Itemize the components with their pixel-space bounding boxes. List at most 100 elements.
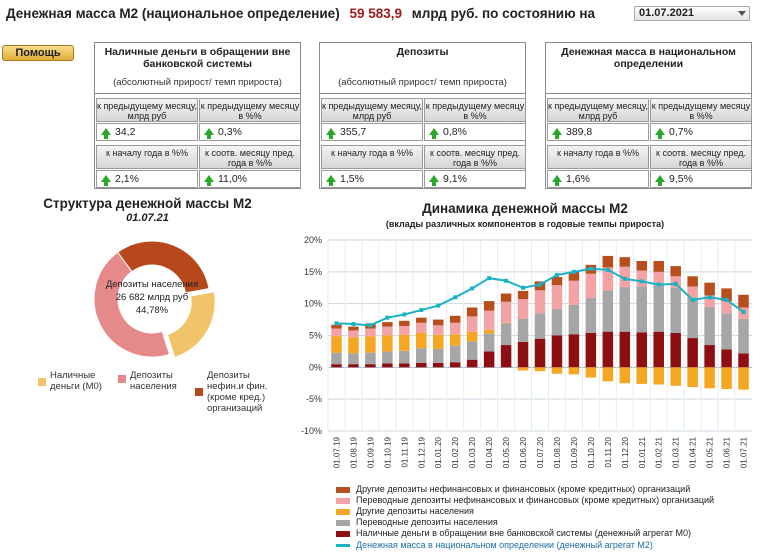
bar-segment[interactable] xyxy=(636,270,648,287)
bar-segment[interactable] xyxy=(517,341,529,368)
bar-segment[interactable] xyxy=(585,332,597,368)
m2-point[interactable] xyxy=(470,286,475,291)
bar-segment[interactable] xyxy=(653,367,664,385)
bar-segment[interactable] xyxy=(619,367,631,384)
m2-point[interactable] xyxy=(588,266,593,271)
bar-segment[interactable] xyxy=(517,290,529,300)
donut-slice[interactable] xyxy=(166,291,216,359)
bar-segment[interactable] xyxy=(416,317,427,323)
bar-segment[interactable] xyxy=(365,328,376,337)
m2-point[interactable] xyxy=(402,312,407,317)
bar-segment[interactable] xyxy=(399,334,410,351)
bar-segment[interactable] xyxy=(348,326,359,331)
m2-point[interactable] xyxy=(351,322,356,327)
bar-segment[interactable] xyxy=(551,367,563,374)
bar-segment[interactable] xyxy=(416,332,427,349)
bar-segment[interactable] xyxy=(331,336,342,353)
bar-segment[interactable] xyxy=(619,257,631,267)
bar-segment[interactable] xyxy=(568,367,580,375)
m2-point[interactable] xyxy=(487,276,492,281)
m2-point[interactable] xyxy=(605,267,610,272)
date-select[interactable]: 01.07.2021 xyxy=(634,6,750,21)
m2-point[interactable] xyxy=(419,308,424,313)
bar-segment[interactable] xyxy=(568,334,580,368)
bar-segment[interactable] xyxy=(416,322,427,333)
bar-segment[interactable] xyxy=(399,350,410,364)
bar-segment[interactable] xyxy=(466,331,478,342)
m2-point[interactable] xyxy=(571,269,576,274)
bar-segment[interactable] xyxy=(602,255,614,268)
bar-segment[interactable] xyxy=(619,331,631,368)
m2-point[interactable] xyxy=(554,273,559,278)
bar-segment[interactable] xyxy=(382,351,393,364)
bar-segment[interactable] xyxy=(619,287,631,332)
bar-segment[interactable] xyxy=(432,334,444,349)
bar-segment[interactable] xyxy=(602,367,614,382)
bar-segment[interactable] xyxy=(517,367,529,371)
bar-segment[interactable] xyxy=(602,331,614,368)
bar-segment[interactable] xyxy=(551,308,563,336)
m2-point[interactable] xyxy=(368,323,373,328)
bar-segment[interactable] xyxy=(738,353,749,368)
bar-segment[interactable] xyxy=(382,322,393,327)
bar-segment[interactable] xyxy=(466,359,478,368)
bar-segment[interactable] xyxy=(704,367,715,389)
bar-segment[interactable] xyxy=(636,367,648,384)
bar-segment[interactable] xyxy=(721,301,732,314)
bar-segment[interactable] xyxy=(704,295,715,307)
bar-segment[interactable] xyxy=(687,286,698,298)
m2-point[interactable] xyxy=(656,282,661,287)
bar-segment[interactable] xyxy=(534,313,546,339)
bar-segment[interactable] xyxy=(670,332,681,368)
bar-segment[interactable] xyxy=(500,301,512,323)
bar-segment[interactable] xyxy=(721,288,732,302)
bar-segment[interactable] xyxy=(500,322,512,324)
help-button[interactable]: Помощь xyxy=(2,45,74,61)
bar-segment[interactable] xyxy=(331,328,342,337)
bar-segment[interactable] xyxy=(483,310,495,330)
bar-segment[interactable] xyxy=(568,280,580,305)
bar-segment[interactable] xyxy=(500,293,512,302)
bar-segment[interactable] xyxy=(399,320,410,326)
m2-point[interactable] xyxy=(690,297,695,302)
m2-point[interactable] xyxy=(436,303,441,308)
bar-segment[interactable] xyxy=(483,301,495,311)
bar-segment[interactable] xyxy=(382,335,393,352)
bar-segment[interactable] xyxy=(466,341,478,360)
bar-segment[interactable] xyxy=(348,364,359,368)
m2-point[interactable] xyxy=(639,279,644,284)
m2-point[interactable] xyxy=(622,276,627,281)
bar-segment[interactable] xyxy=(670,367,681,386)
bar-segment[interactable] xyxy=(365,364,376,368)
m2-point[interactable] xyxy=(504,278,509,283)
bar-segment[interactable] xyxy=(449,322,461,335)
bar-segment[interactable] xyxy=(348,330,359,338)
bar-segment[interactable] xyxy=(382,363,393,368)
bar-segment[interactable] xyxy=(500,323,512,346)
bar-segment[interactable] xyxy=(331,364,342,368)
m2-point[interactable] xyxy=(385,315,390,320)
bar-segment[interactable] xyxy=(704,282,715,296)
bar-segment[interactable] xyxy=(670,287,681,333)
bar-segment[interactable] xyxy=(500,345,512,368)
bar-segment[interactable] xyxy=(432,362,444,368)
bar-segment[interactable] xyxy=(416,348,427,363)
bar-segment[interactable] xyxy=(551,335,563,368)
bar-segment[interactable] xyxy=(687,338,698,368)
bar-segment[interactable] xyxy=(636,261,648,271)
chevron-down-icon[interactable] xyxy=(738,11,746,16)
bar-segment[interactable] xyxy=(399,325,410,335)
bar-segment[interactable] xyxy=(449,362,461,368)
bar-segment[interactable] xyxy=(331,324,342,329)
m2-point[interactable] xyxy=(673,281,678,286)
bar-segment[interactable] xyxy=(704,306,715,346)
bar-segment[interactable] xyxy=(738,318,749,354)
bar-segment[interactable] xyxy=(738,294,749,308)
bar-segment[interactable] xyxy=(585,297,597,333)
bar-segment[interactable] xyxy=(449,334,461,346)
bar-segment[interactable] xyxy=(449,315,461,323)
bar-segment[interactable] xyxy=(653,331,664,368)
bar-segment[interactable] xyxy=(432,325,444,335)
bar-segment[interactable] xyxy=(466,307,478,317)
bar-segment[interactable] xyxy=(568,271,580,281)
